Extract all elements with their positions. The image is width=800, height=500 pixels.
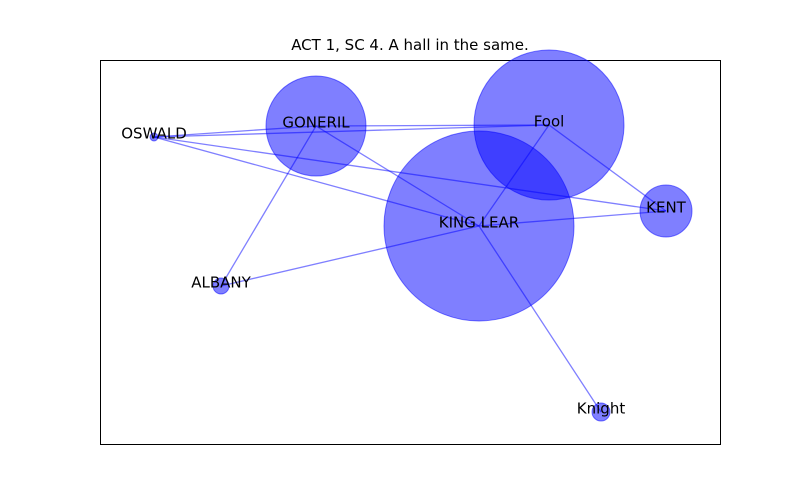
node-fool (473, 49, 625, 201)
node-label-kinglear: KING LEAR (439, 214, 519, 232)
node-label-oswald: OSWALD (121, 125, 187, 143)
node-label-goneril: GONERIL (282, 114, 350, 132)
node-oswald (149, 132, 159, 142)
node-goneril (265, 75, 367, 177)
node-albany (212, 277, 230, 295)
node-layer (149, 49, 693, 422)
plot-frame (100, 60, 721, 445)
chart-title: ACT 1, SC 4. A hall in the same. (291, 36, 529, 54)
label-layer: KING LEAR Fool GONERIL KENT ALBANY Knight OSWA… (121, 113, 686, 418)
node-label-knight: Knight (577, 400, 626, 418)
node-label-fool: Fool (534, 113, 565, 131)
node-label-kent: KENT (646, 199, 687, 217)
node-kent (639, 184, 693, 238)
node-label-albany: ALBANY (191, 274, 251, 292)
node-knight (591, 402, 611, 422)
